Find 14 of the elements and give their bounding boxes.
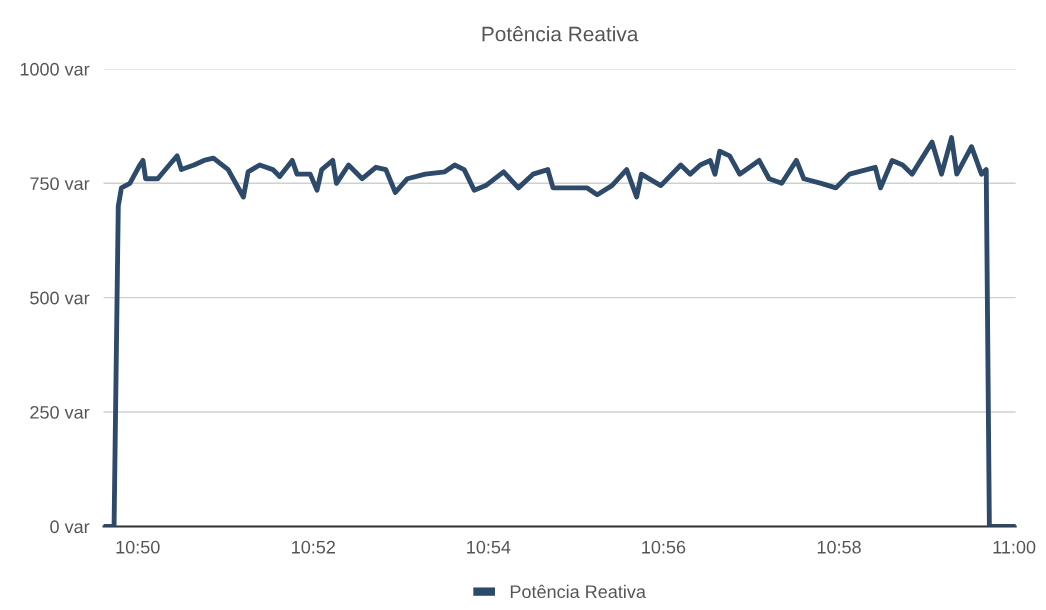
x-tick-label: 10:58	[817, 540, 861, 554]
y-tick-label: 0 var	[50, 520, 90, 534]
y-tick-label: 750 var	[30, 177, 90, 191]
x-tick-label: 10:52	[292, 540, 335, 554]
y-tick-label: 1000 var	[20, 62, 90, 76]
x-tick-label: 10:50	[116, 540, 160, 554]
line-series	[103, 135, 1016, 527]
chart-title: Potência Reativa	[482, 25, 639, 42]
x-tick-label: 11:00	[993, 540, 1036, 554]
x-tick-label: 10:54	[467, 540, 511, 554]
legend-label: Potência Reativa	[510, 584, 646, 599]
y-tick-label: 500 var	[30, 291, 90, 305]
x-tick-label: 10:56	[642, 540, 686, 554]
y-tick-label: 250 var	[30, 405, 90, 419]
